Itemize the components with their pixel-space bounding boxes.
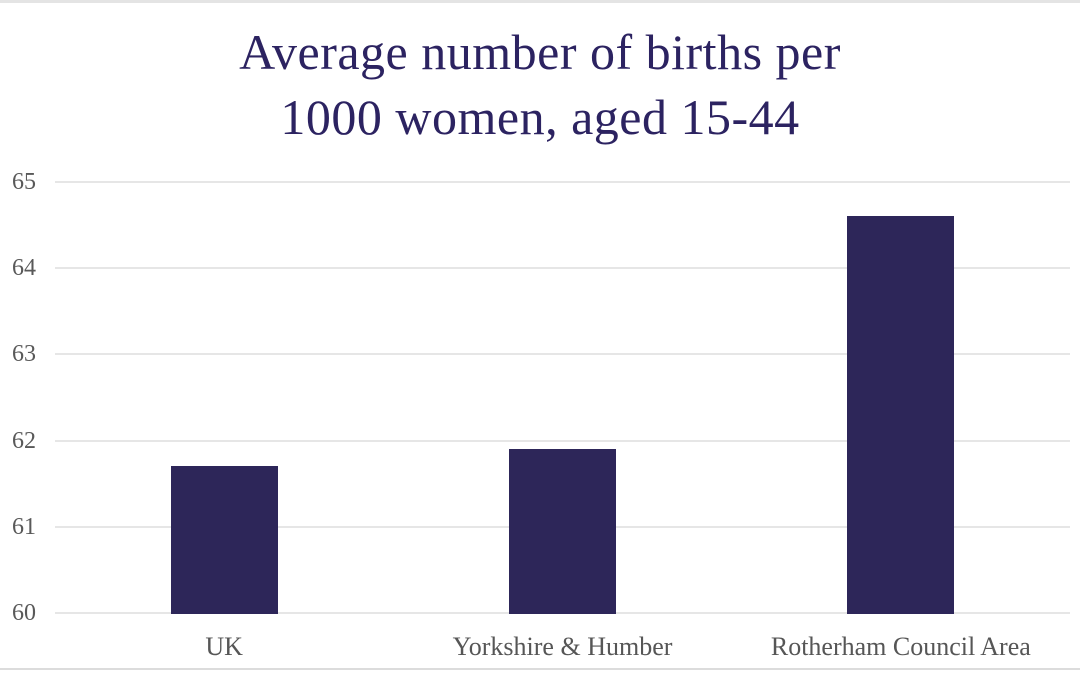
gridline-y-62 [55,439,1070,442]
x-axis-label-uk: UK [205,632,243,661]
y-axis-tick-60: 60 [12,600,36,626]
gridline-y-65 [55,181,1070,183]
y-axis-tick-62: 62 [12,427,36,454]
bar-uk [170,466,278,614]
top-border-strip [0,0,1080,3]
gridline-y-64 [55,267,1070,270]
y-axis-tick-61: 61 [12,513,36,540]
chart-title-line-1: Average number of births per [239,24,841,80]
bar-yorkshire-humber [509,449,616,614]
bottom-border-strip [0,668,1080,670]
x-axis-label-yorkshire-humber: Yorkshire & Humber [452,632,673,661]
y-axis-tick-65: 65 [12,169,36,195]
x-axis-label-rotherham-council-area: Rotherham Council Area [770,632,1031,661]
chart-title-line-2: 1000 women, aged 15-44 [280,89,800,145]
y-axis-tick-63: 63 [12,341,36,368]
chart-title: Average number of births per 1000 women,… [0,20,1080,150]
gridline-y-63 [55,353,1070,356]
y-axis-tick-64: 64 [12,255,36,282]
bar-rotherham-council-area [847,216,955,614]
